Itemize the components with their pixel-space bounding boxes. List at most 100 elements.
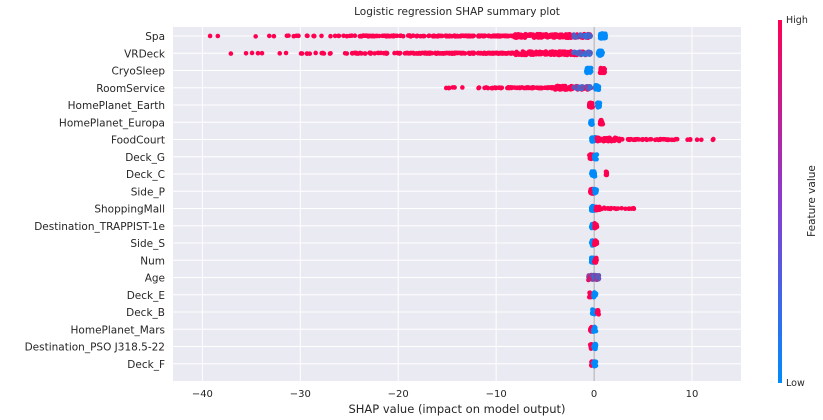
shap-point <box>476 85 482 90</box>
shap-point <box>591 153 597 159</box>
shap-point <box>602 70 607 75</box>
feature-label: HomePlanet_Mars <box>71 324 165 336</box>
shap-point <box>685 137 690 143</box>
x-tick-label: −40 <box>192 389 213 400</box>
shap-point <box>591 169 597 175</box>
shap-point <box>542 85 548 91</box>
shap-point <box>558 85 564 91</box>
shap-point <box>548 32 554 38</box>
shap-point <box>342 50 348 56</box>
feature-label: HomePlanet_Europa <box>59 117 165 129</box>
shap-point <box>593 188 599 193</box>
shap-point <box>625 136 631 142</box>
shap-point <box>592 292 598 298</box>
shap-point <box>382 33 388 39</box>
shap-point <box>437 51 442 56</box>
shap-point <box>446 34 452 39</box>
shap-point <box>460 85 465 90</box>
shap-point <box>352 33 358 39</box>
shap-point <box>623 206 628 212</box>
shap-point <box>564 87 570 92</box>
shap-point <box>468 50 474 56</box>
colorbar-low-label: Low <box>786 378 805 389</box>
shap-point <box>376 50 382 56</box>
shap-point <box>498 85 504 91</box>
shap-point <box>304 51 310 56</box>
feature-label: HomePlanet_Earth <box>68 100 165 112</box>
colorbar-label: Feature value <box>806 165 818 237</box>
shap-point <box>462 33 468 39</box>
feature-label: Deck_F <box>127 359 165 371</box>
shap-point <box>506 33 512 39</box>
shap-point <box>286 33 291 38</box>
shap-point <box>648 136 654 142</box>
shap-point <box>619 205 624 211</box>
shap-point <box>615 206 621 211</box>
shap-point <box>503 51 509 56</box>
shap-point <box>478 50 484 56</box>
feature-label: VRDeck <box>124 48 166 60</box>
shap-point <box>599 121 604 127</box>
shap-point <box>599 66 605 71</box>
feature-label: Deck_B <box>126 307 165 319</box>
shap-point <box>320 50 326 56</box>
shap-point <box>674 136 680 142</box>
shap-point <box>492 50 498 56</box>
shap-point <box>255 50 261 56</box>
plot-area <box>173 27 741 381</box>
shap-point <box>357 50 363 56</box>
shap-point <box>587 85 593 90</box>
shap-point <box>459 51 464 56</box>
feature-label: Age <box>145 273 165 285</box>
shap-point <box>593 86 598 92</box>
feature-label: RoomService <box>96 83 165 95</box>
feature-label: Num <box>140 255 165 267</box>
shap-point <box>414 33 420 39</box>
x-axis-label: SHAP value (impact on model output) <box>348 402 565 416</box>
shap-point <box>481 33 486 39</box>
shap-point <box>416 51 421 56</box>
shap-point <box>335 33 341 39</box>
shap-point <box>429 50 435 56</box>
shap-point <box>604 171 610 177</box>
shap-point <box>584 67 590 72</box>
shap-point <box>395 50 401 56</box>
shap-point <box>617 137 622 143</box>
shap-point <box>657 137 663 143</box>
shap-point <box>694 137 700 143</box>
shap-point <box>349 33 354 38</box>
shap-point <box>599 206 604 212</box>
shap-point <box>332 33 338 39</box>
shap-point <box>530 85 536 90</box>
x-tick-label: 10 <box>686 389 699 400</box>
shap-point <box>631 205 636 211</box>
shap-point <box>432 50 438 56</box>
shap-point <box>590 206 595 212</box>
shap-point <box>565 49 571 55</box>
feature-label: Destination_TRAPPIST-1e <box>34 221 165 233</box>
shap-point <box>383 50 388 56</box>
grid-lines <box>173 27 741 381</box>
colorbar <box>778 20 782 383</box>
shap-point <box>555 34 560 40</box>
shap-point <box>446 85 451 91</box>
shap-point <box>243 51 249 56</box>
shap-point <box>452 85 457 90</box>
feature-label: Side_S <box>130 238 165 250</box>
shap-point <box>392 50 397 56</box>
shap-point <box>532 34 538 40</box>
shap-point <box>452 33 457 39</box>
feature-label: Destination_PSO J318.5-22 <box>25 342 165 354</box>
shap-point <box>597 70 603 75</box>
shap-point <box>411 51 417 56</box>
shap-point <box>593 238 598 243</box>
shap-point <box>594 135 600 141</box>
shap-point <box>283 50 289 56</box>
shap-point <box>591 242 597 248</box>
shap-point <box>299 51 305 56</box>
shap-point <box>594 156 599 162</box>
shap-point <box>294 33 299 39</box>
shap-point <box>626 206 632 212</box>
shap-point <box>426 33 432 39</box>
